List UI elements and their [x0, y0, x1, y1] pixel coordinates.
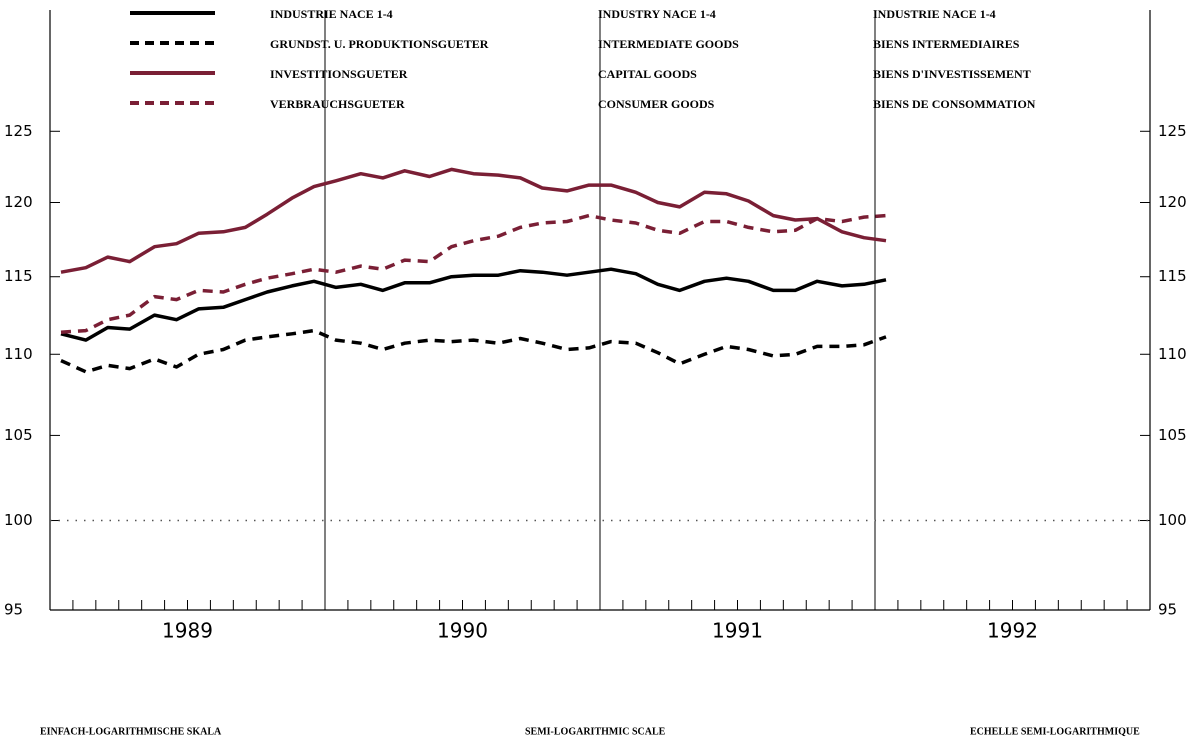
- legend-label-fr: BIENS INTERMEDIAIRES: [873, 37, 1020, 51]
- series-line: [60, 213, 887, 334]
- legend-label-fr: BIENS D'INVESTISSEMENT: [873, 67, 1031, 81]
- series-line: [60, 267, 887, 342]
- legend-label: INDUSTRIE NACE 1-4: [270, 7, 393, 21]
- x-tick-label: 1989: [162, 619, 213, 643]
- legend-label: INVESTITIONSGUETER: [270, 67, 408, 81]
- legend-label-en: CAPITAL GOODS: [598, 67, 697, 81]
- y-tick-label: 110: [4, 345, 33, 363]
- series-line: [60, 328, 887, 374]
- legend-label: VERBRAUCHSGUETER: [270, 97, 405, 111]
- x-tick-label: 1991: [712, 619, 763, 643]
- y2-tick-label: 100: [1158, 511, 1187, 529]
- y2-tick-label: 115: [1158, 267, 1187, 285]
- y2-tick-label: 120: [1158, 193, 1187, 211]
- legend-label: GRUNDST. U. PRODUKTIONSGUETER: [270, 37, 489, 51]
- legend-label-fr: BIENS DE CONSOMMATION: [873, 97, 1036, 111]
- y2-tick-label: 95: [1158, 601, 1177, 619]
- legend-label-en: INTERMEDIATE GOODS: [598, 37, 739, 51]
- y-tick-label: 120: [4, 193, 33, 211]
- y2-tick-label: 110: [1158, 345, 1187, 363]
- y2-tick-label: 105: [1158, 426, 1187, 444]
- x-tick-label: 1990: [437, 619, 488, 643]
- series-line: [60, 167, 887, 274]
- footer-text: EINFACH-LOGARITHMISCHE SKALA: [40, 726, 222, 737]
- legend-label-en: CONSUMER GOODS: [598, 97, 715, 111]
- legend-label-fr: INDUSTRIE NACE 1-4: [873, 7, 996, 21]
- footer-text: SEMI-LOGARITHMIC SCALE: [525, 726, 666, 737]
- legend-label-en: INDUSTRY NACE 1-4: [598, 7, 716, 21]
- y-tick-label: 95: [4, 601, 23, 619]
- y2-tick-label: 125: [1158, 122, 1187, 140]
- y-tick-label: 105: [4, 426, 33, 444]
- y-tick-label: 100: [4, 511, 33, 529]
- y-tick-label: 125: [4, 122, 33, 140]
- y-tick-label: 115: [4, 267, 33, 285]
- x-tick-label: 1992: [987, 619, 1038, 643]
- footer-text: ECHELLE SEMI-LOGARITHMIQUE: [970, 726, 1140, 737]
